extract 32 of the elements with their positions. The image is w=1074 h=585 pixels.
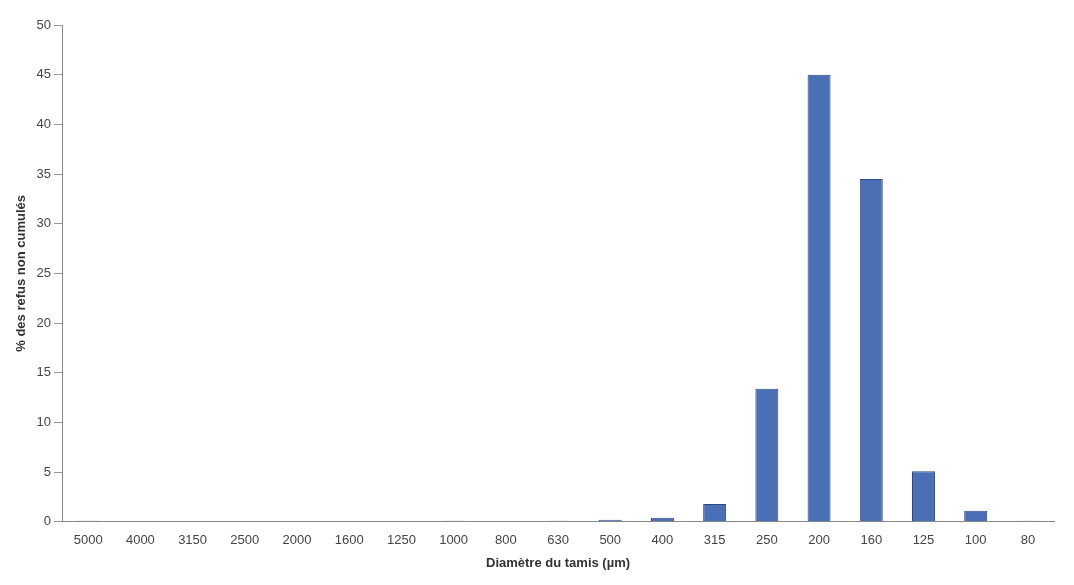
y-tick-label: 40 — [36, 115, 52, 131]
x-tick-label: 5000 — [73, 532, 103, 548]
y-tick-label: 45 — [36, 66, 52, 82]
x-tick-label: 630 — [547, 532, 569, 548]
x-tick-label: 4000 — [125, 532, 155, 548]
x-tick-label: 2000 — [282, 532, 312, 548]
x-tick-label: 125 — [912, 532, 935, 548]
x-tick-label: 200 — [808, 532, 830, 548]
y-axis-title: % des refus non cumulés — [13, 195, 29, 352]
x-axis-title: Diamètre du tamis (µm) — [486, 554, 631, 570]
x-tick-label: 800 — [494, 532, 517, 548]
x-tick-label: 1250 — [386, 532, 416, 548]
x-tick-label: 160 — [860, 532, 883, 548]
x-tick-label: 1600 — [334, 532, 364, 548]
x-tick-label: 1000 — [439, 532, 469, 548]
x-tick-label: 3150 — [178, 532, 208, 548]
y-tick-label: 30 — [36, 215, 52, 231]
y-tick-label: 15 — [36, 364, 52, 380]
x-tick-label: 400 — [651, 532, 674, 548]
x-tick-label: 2500 — [230, 532, 260, 548]
x-tick-label: 250 — [756, 532, 778, 548]
y-tick-label: 25 — [36, 264, 52, 280]
x-tick-label: 100 — [964, 532, 987, 548]
y-tick-label: 0 — [43, 513, 52, 529]
y-tick-label: 5 — [43, 463, 52, 479]
y-tick-label: 50 — [36, 16, 52, 32]
x-tick-label: 315 — [703, 532, 726, 548]
x-tick-label: 80 — [1020, 532, 1036, 548]
x-tick-label: 500 — [599, 532, 622, 548]
y-tick-label: 35 — [36, 165, 52, 181]
y-tick-label: 10 — [36, 414, 52, 430]
y-tick-label: 20 — [36, 314, 52, 330]
